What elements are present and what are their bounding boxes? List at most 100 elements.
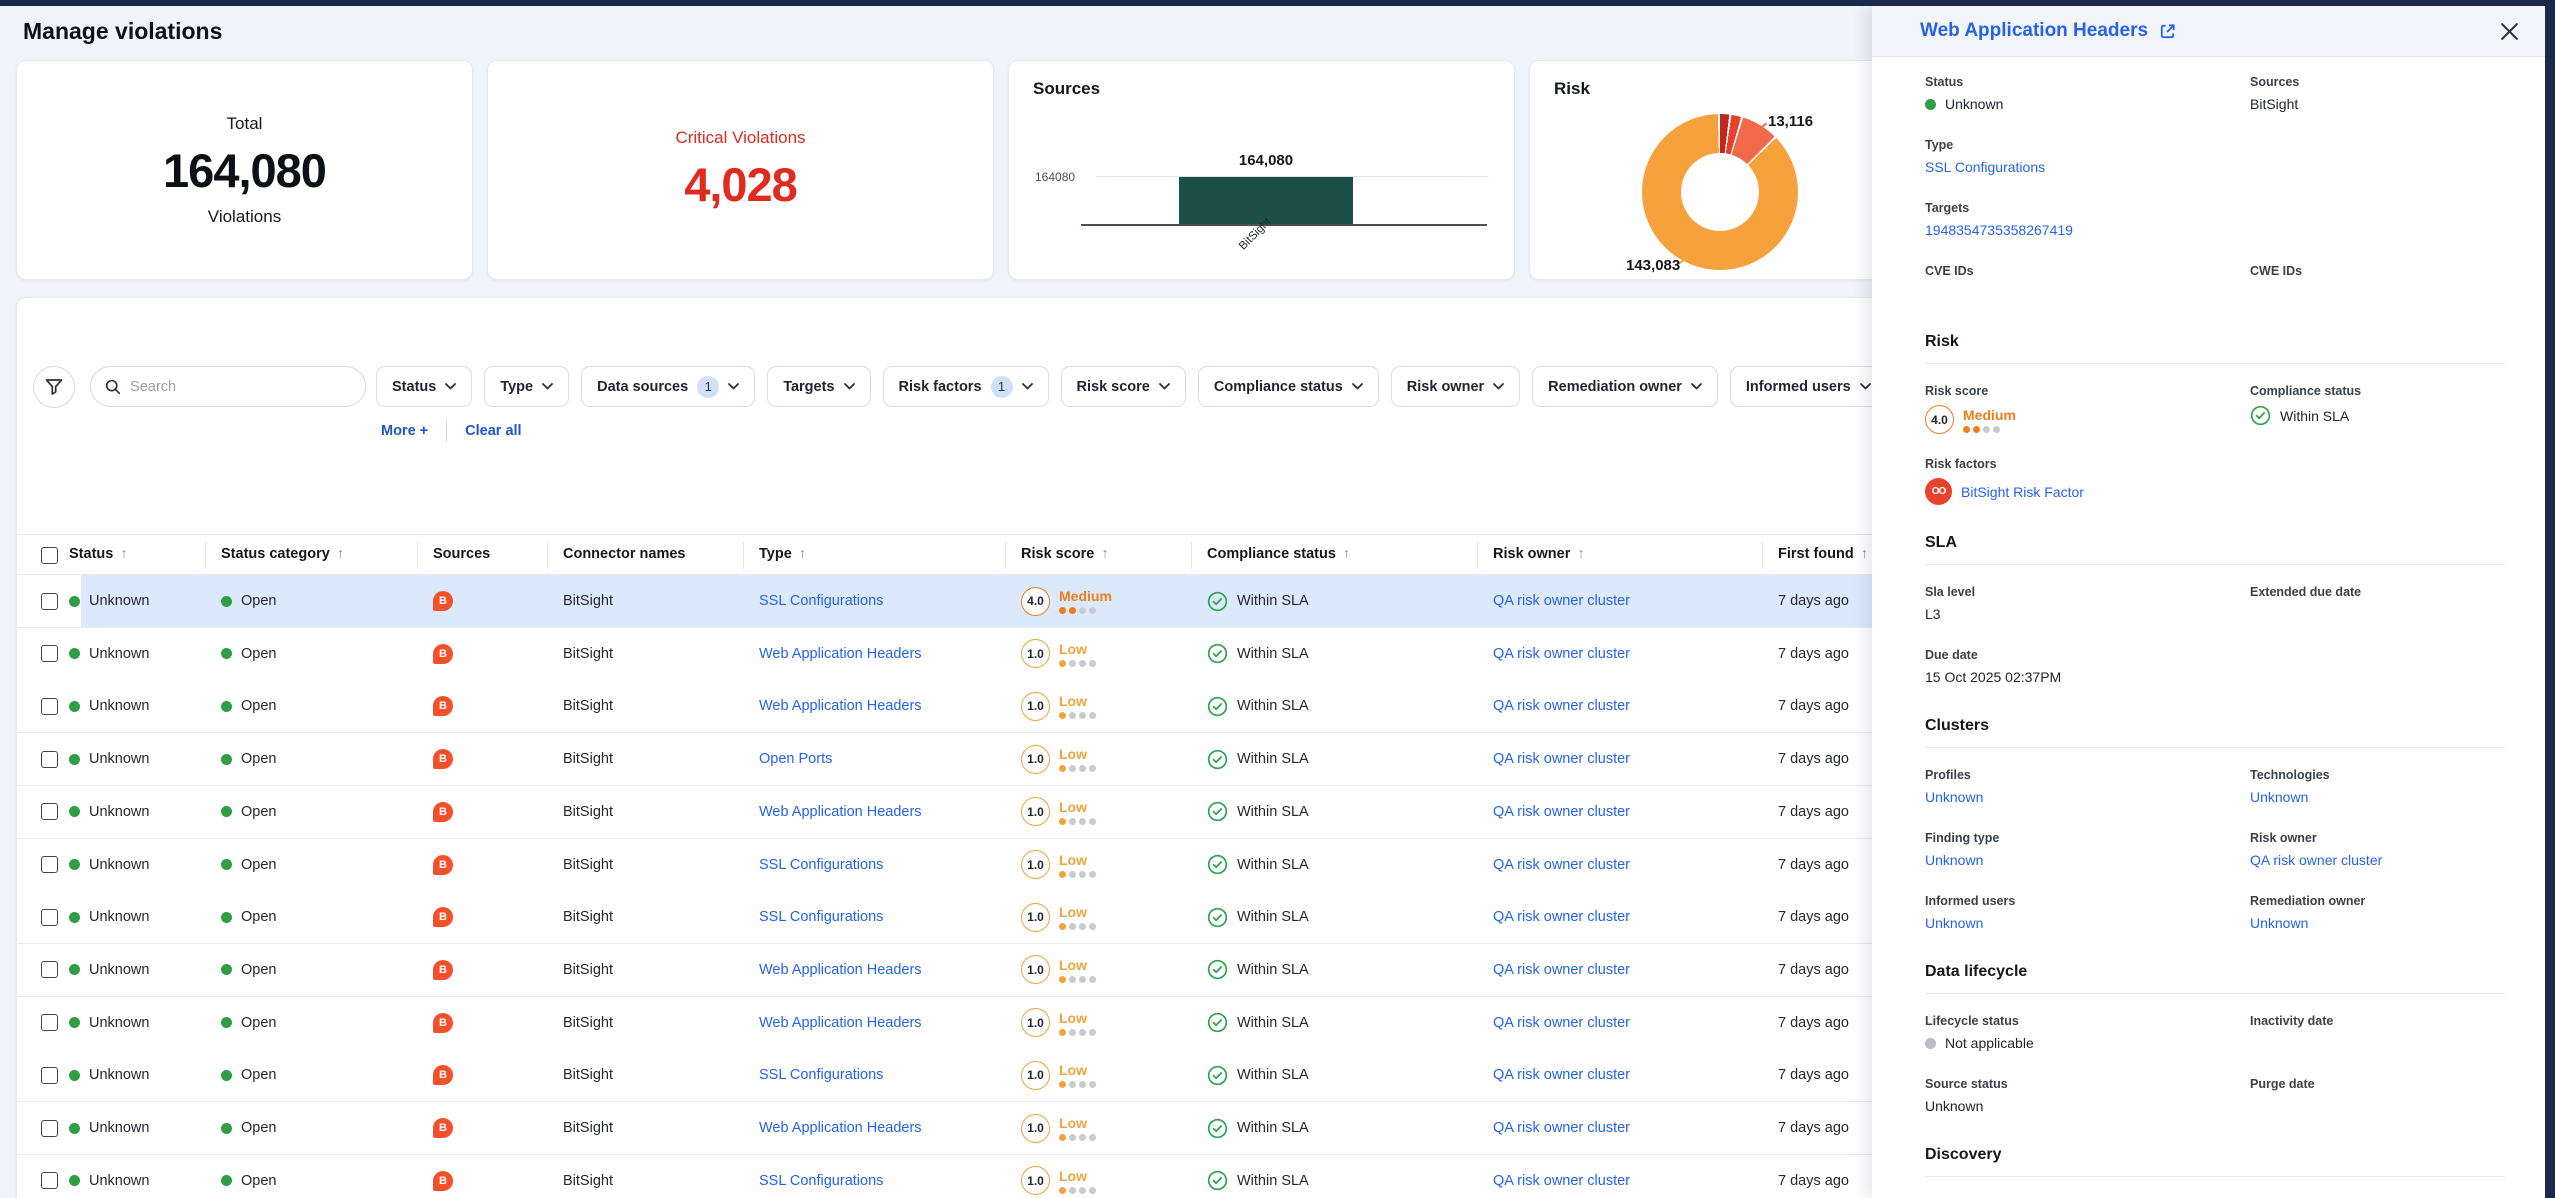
filter-chip-risk-factors[interactable]: Risk factors 1 <box>882 366 1049 407</box>
filter-chip-type[interactable]: Type <box>484 366 570 407</box>
type-link[interactable]: SSL Configurations <box>759 909 884 926</box>
risk-owner-link[interactable]: QA risk owner cluster <box>1493 961 1630 978</box>
informed-users-link[interactable]: Unknown <box>1925 915 1984 931</box>
column-header-connector[interactable]: Connector names <box>563 546 685 562</box>
chip-label: Remediation owner <box>1548 378 1682 395</box>
risk-owner-link[interactable]: QA risk owner cluster <box>2250 852 2383 868</box>
row-checkbox[interactable] <box>41 592 58 610</box>
table-row[interactable]: Unknown Open B BitSight Web Application Head… <box>17 996 2165 1050</box>
risk-owner-link[interactable]: QA risk owner cluster <box>1493 698 1630 715</box>
more-filters-link[interactable]: More + <box>381 423 429 439</box>
risk-owner-link[interactable]: QA risk owner cluster <box>1493 1014 1630 1031</box>
risk-owner-link[interactable]: QA risk owner cluster <box>1493 1120 1630 1136</box>
type-link[interactable]: Web Application Headers <box>759 698 922 715</box>
table-row[interactable]: Unknown Open B BitSight SSL Configurations 1.… <box>17 1154 2165 1198</box>
risk-owner-link[interactable]: QA risk owner cluster <box>1493 1067 1630 1084</box>
row-checkbox[interactable] <box>41 1172 58 1190</box>
column-header-compliance[interactable]: Compliance status ↑ <box>1207 546 1350 562</box>
row-checkbox[interactable] <box>41 856 58 873</box>
connector-cell: BitSight <box>563 1172 613 1189</box>
filter-chip-targets[interactable]: Targets <box>767 366 871 407</box>
connector-cell: BitSight <box>563 909 613 926</box>
table-row[interactable]: Unknown Open B BitSight Web Application Head… <box>17 627 2165 681</box>
type-link[interactable]: Web Application Headers <box>759 645 922 662</box>
close-panel-button[interactable] <box>2500 22 2519 41</box>
risk-owner-link[interactable]: QA risk owner cluster <box>1493 856 1630 873</box>
row-checkbox[interactable] <box>41 961 58 979</box>
row-checkbox[interactable] <box>41 645 58 663</box>
type-link[interactable]: Web Application Headers <box>759 1014 922 1031</box>
within-sla-check-icon <box>1207 854 1228 875</box>
panel-field-purge-date: Purge date <box>2250 1077 2505 1117</box>
type-link[interactable]: SSL Configurations <box>1925 159 2046 175</box>
row-checkbox[interactable] <box>41 908 58 926</box>
table-row[interactable]: Unknown Open B BitSight SSL Configurations 1.… <box>17 891 2165 945</box>
field-label: Profiles <box>1925 768 1971 782</box>
risk-owner-link[interactable]: QA risk owner cluster <box>1493 593 1630 609</box>
table-row[interactable]: Unknown Open B BitSight SSL Configurations 1.… <box>17 838 2165 892</box>
column-header-category[interactable]: Status category ↑ <box>221 546 344 562</box>
type-link[interactable]: Web Application Headers <box>759 961 922 978</box>
risk-owner-link[interactable]: QA risk owner cluster <box>1493 645 1630 662</box>
within-sla-check-icon <box>1207 907 1228 927</box>
type-link[interactable]: SSL Configurations <box>759 856 884 873</box>
search-input[interactable] <box>130 378 351 395</box>
table-row[interactable]: Unknown Open B BitSight Web Application Head… <box>17 680 2165 734</box>
type-link[interactable]: Open Ports <box>759 751 833 768</box>
type-link[interactable]: SSL Configurations <box>759 593 884 609</box>
table-row[interactable]: Unknown Open B BitSight Web Application Head… <box>17 1102 2165 1155</box>
filter-chip-risk-owner[interactable]: Risk owner <box>1390 366 1521 407</box>
column-header-score[interactable]: Risk score ↑ <box>1021 546 1109 562</box>
select-all-checkbox[interactable] <box>41 547 58 564</box>
compliance-cell: Within SLA <box>1207 997 1309 1049</box>
risk-donut-hole <box>1681 153 1759 231</box>
category-dot <box>221 648 232 660</box>
category-dot <box>221 1175 232 1187</box>
filter-chip-data-sources[interactable]: Data sources 1 <box>581 366 756 407</box>
risk-score-badge: 1.0 <box>1021 1008 1050 1038</box>
column-separator <box>1762 542 1763 569</box>
technologies-link[interactable]: Unknown <box>2250 789 2309 805</box>
column-header-owner[interactable]: Risk owner ↑ <box>1493 546 1585 562</box>
row-checkbox[interactable] <box>41 697 58 715</box>
panel-title-link[interactable]: Web Application Headers <box>1920 20 2177 42</box>
risk-owner-link[interactable]: QA risk owner cluster <box>1493 1172 1630 1189</box>
filter-chip-status[interactable]: Status <box>376 366 473 407</box>
first-found-cell: 7 days ago <box>1778 751 1849 768</box>
category-dot <box>221 911 232 923</box>
table-row[interactable]: Unknown Open B BitSight Web Application Head… <box>17 943 2165 997</box>
row-checkbox[interactable] <box>41 1014 58 1032</box>
risk-factors-link[interactable]: BitSight Risk Factor <box>1961 483 2084 500</box>
filter-funnel-button[interactable] <box>33 366 75 408</box>
filter-chip-compliance-status[interactable]: Compliance status <box>1197 366 1379 407</box>
row-checkbox[interactable] <box>41 1066 58 1084</box>
filter-chip-remediation-owner[interactable]: Remediation owner <box>1532 366 1718 407</box>
risk-owner-link[interactable]: QA risk owner cluster <box>1493 803 1630 820</box>
finding-type-link[interactable]: Unknown <box>1925 852 1984 868</box>
row-checkbox[interactable] <box>41 750 58 768</box>
filter-chip-informed-users[interactable]: Informed users <box>1729 366 1887 407</box>
type-link[interactable]: Web Application Headers <box>759 803 922 820</box>
targets-link[interactable]: 1948354735358267419 <box>1925 222 2073 238</box>
table-row[interactable]: Unknown Open B BitSight SSL Configurations 1.… <box>17 1049 2165 1103</box>
table-row[interactable]: Unknown Open B BitSight Web Application Head… <box>17 785 2165 839</box>
violations-table-card: Status Type Data sources 1 Targets Risk facto… <box>16 297 2166 1198</box>
risk-owner-link[interactable]: QA risk owner cluster <box>1493 751 1630 768</box>
column-header-sources[interactable]: Sources <box>433 546 490 562</box>
column-header-type[interactable]: Type ↑ <box>759 546 806 562</box>
table-row[interactable]: Unknown Open B BitSight Open Ports 1.0 Low With… <box>17 733 2165 787</box>
row-checkbox[interactable] <box>41 1119 58 1137</box>
panel-field-row: Sla level L3 Extended due date <box>1925 585 2505 648</box>
remediation-owner-link[interactable]: Unknown <box>2250 915 2309 931</box>
type-link[interactable]: SSL Configurations <box>759 1067 884 1084</box>
type-link[interactable]: Web Application Headers <box>759 1120 922 1136</box>
type-link[interactable]: SSL Configurations <box>759 1172 884 1189</box>
profiles-link[interactable]: Unknown <box>1925 789 1984 805</box>
risk-owner-link[interactable]: QA risk owner cluster <box>1493 909 1630 926</box>
row-checkbox[interactable] <box>41 803 58 821</box>
column-header-status[interactable]: Status ↑ <box>69 546 128 562</box>
table-row[interactable]: Unknown Open B BitSight SSL Configurations 4.… <box>17 575 2165 628</box>
filter-chip-risk-score[interactable]: Risk score <box>1060 366 1186 407</box>
column-header-found[interactable]: First found ↑ <box>1778 546 1868 562</box>
clear-all-link[interactable]: Clear all <box>465 423 522 439</box>
